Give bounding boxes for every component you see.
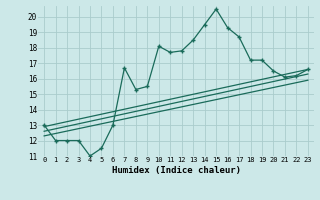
X-axis label: Humidex (Indice chaleur): Humidex (Indice chaleur) xyxy=(111,166,241,175)
